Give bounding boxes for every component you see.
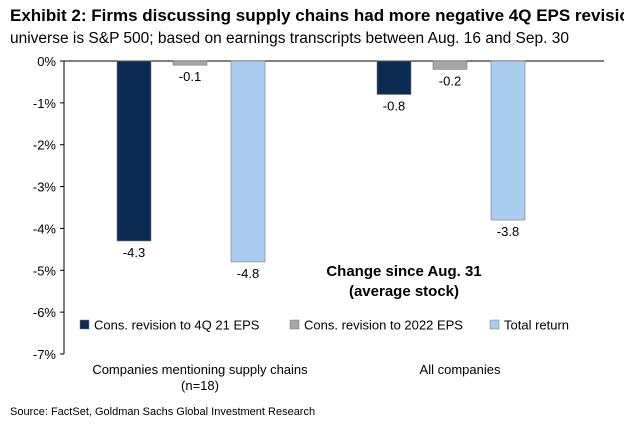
- category-label: Companies mentioning supply chains: [92, 362, 308, 377]
- bar: [490, 60, 526, 221]
- bar: [172, 60, 208, 66]
- legend-entry: Cons. revision to 4Q 21 EPS: [94, 318, 260, 333]
- legend-entry: Cons. revision to 2022 EPS: [304, 318, 463, 333]
- bar: [116, 60, 152, 242]
- category-label: All companies: [420, 362, 501, 377]
- bar-value-label: -4.3: [123, 245, 145, 260]
- y-tick-label: -1%: [33, 96, 57, 111]
- chart-subtitle: universe is S&P 500; based on earnings t…: [10, 30, 569, 47]
- legend-swatch: [289, 319, 300, 330]
- y-tick-label: -7%: [33, 347, 57, 362]
- chart-annotation: (average stock): [349, 283, 459, 300]
- chart-title: Exhibit 2: Firms discussing supply chain…: [10, 6, 624, 25]
- bar-value-label: -3.8: [497, 224, 519, 239]
- bar: [230, 60, 266, 263]
- bar-value-label: -0.8: [383, 98, 405, 113]
- legend-swatch: [489, 319, 500, 330]
- legend-swatch: [79, 319, 90, 330]
- category-label: (n=18): [181, 378, 219, 393]
- y-tick-label: -2%: [33, 138, 57, 153]
- chart-annotation: Change since Aug. 31: [326, 263, 481, 280]
- bar-value-label: -4.8: [237, 266, 259, 281]
- y-tick-label: -3%: [33, 180, 57, 195]
- y-tick-label: -5%: [33, 263, 57, 278]
- bar: [376, 60, 412, 95]
- y-tick-label: -6%: [33, 305, 57, 320]
- y-tick-label: 0%: [37, 54, 56, 69]
- y-tick-label: -4%: [33, 221, 57, 236]
- source-note: Source: FactSet, Goldman Sachs Global In…: [10, 406, 316, 418]
- bar: [432, 60, 468, 70]
- bar-value-label: -0.2: [439, 73, 461, 88]
- bar-value-label: -0.1: [179, 69, 201, 84]
- legend-entry: Total return: [504, 318, 569, 333]
